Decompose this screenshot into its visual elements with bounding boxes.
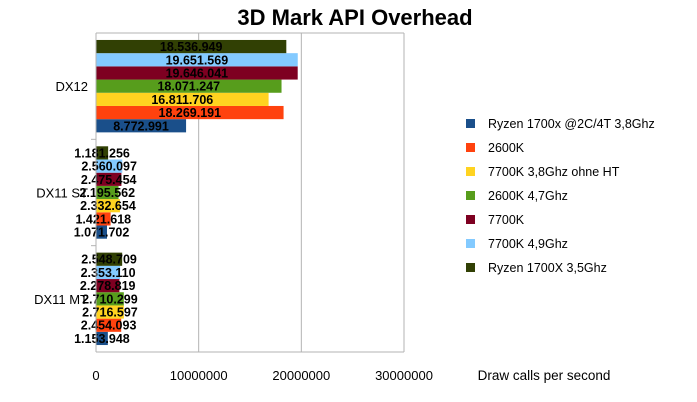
data-label: 18.071.247 bbox=[157, 80, 220, 94]
legend-label: Ryzen 1700X 3,5Ghz bbox=[488, 261, 607, 275]
bar bbox=[96, 119, 187, 133]
data-label: 8.772.991 bbox=[113, 119, 169, 133]
legend-swatch bbox=[466, 263, 475, 272]
bar bbox=[96, 53, 298, 67]
gridlines bbox=[96, 32, 405, 352]
bar bbox=[96, 159, 123, 173]
x-tick-label: 20000000 bbox=[272, 368, 330, 383]
data-label: 2.548.709 bbox=[81, 253, 137, 267]
data-label: 2.278.819 bbox=[80, 279, 136, 293]
bar bbox=[96, 79, 282, 93]
data-label: 2.195.562 bbox=[79, 186, 135, 200]
x-axis-label: Draw calls per second bbox=[478, 368, 611, 383]
legend-swatch bbox=[466, 191, 475, 200]
data-label: 2.716.597 bbox=[82, 306, 138, 320]
legend-label: 2600K bbox=[488, 141, 525, 155]
data-label: 16.811.706 bbox=[151, 93, 213, 107]
bar bbox=[96, 292, 124, 306]
axes: 0 10000000 20000000 30000000 DX12 DX11 ST DX11… bbox=[34, 33, 433, 383]
bar bbox=[96, 146, 109, 160]
bar bbox=[96, 172, 122, 186]
category-label: DX11 MT bbox=[34, 292, 88, 307]
legend-label: 7700K 3,8Ghz ohne HT bbox=[488, 165, 620, 179]
bar-area: 8.772.99118.269.19116.811.70618.071.2471… bbox=[74, 39, 298, 346]
bar bbox=[96, 265, 121, 280]
data-label: 19.651.569 bbox=[166, 53, 229, 67]
data-label: 2.560.097 bbox=[81, 160, 137, 174]
x-tick-label: 30000000 bbox=[375, 368, 433, 383]
category-label: DX12 bbox=[55, 79, 88, 94]
x-tick-label: 0 bbox=[92, 368, 99, 383]
data-label: 1.421.618 bbox=[75, 212, 131, 226]
legend-label: 7700K bbox=[488, 213, 525, 227]
legend-label: 2600K 4,7Ghz bbox=[488, 189, 568, 203]
bar bbox=[96, 66, 298, 80]
data-label: 2.475.454 bbox=[81, 173, 137, 187]
legend-swatch bbox=[466, 119, 475, 128]
data-label: 2.454.093 bbox=[81, 319, 137, 333]
bar bbox=[96, 105, 284, 120]
bar bbox=[96, 279, 120, 293]
legend-swatch bbox=[466, 143, 475, 152]
bar bbox=[96, 331, 108, 346]
data-label: 2.710.299 bbox=[82, 292, 138, 306]
bar bbox=[96, 225, 108, 239]
legend-label: 7700K 4,9Ghz bbox=[488, 237, 568, 251]
bar bbox=[96, 318, 122, 332]
data-label: 2.353.110 bbox=[81, 266, 136, 280]
bar bbox=[96, 199, 120, 213]
legend-swatch bbox=[466, 167, 475, 176]
legend-label: Ryzen 1700x @2C/4T 3,8Ghz bbox=[488, 117, 655, 131]
data-label: 19.646.041 bbox=[166, 66, 229, 80]
legend-swatch bbox=[466, 239, 475, 248]
data-label: 1.071.702 bbox=[74, 226, 130, 240]
data-label: 18.269.191 bbox=[159, 106, 222, 120]
chart-title: 3D Mark API Overhead bbox=[237, 5, 472, 30]
bar bbox=[96, 185, 119, 200]
data-label: 1.181.256 bbox=[74, 146, 130, 160]
bar bbox=[96, 39, 287, 54]
bar bbox=[96, 252, 123, 266]
bar bbox=[96, 212, 111, 226]
x-tick-label: 10000000 bbox=[170, 368, 228, 383]
bar bbox=[96, 92, 269, 106]
legend: Ryzen 1700x @2C/4T 3,8Ghz 2600K 7700K 3,8G… bbox=[466, 117, 655, 275]
data-label: 1.153.948 bbox=[74, 332, 130, 346]
category-label: DX11 ST bbox=[36, 186, 88, 201]
data-label: 18.536.949 bbox=[160, 40, 223, 54]
bar bbox=[96, 305, 124, 319]
legend-swatch bbox=[466, 215, 475, 224]
data-label: 2.332.654 bbox=[80, 199, 136, 213]
